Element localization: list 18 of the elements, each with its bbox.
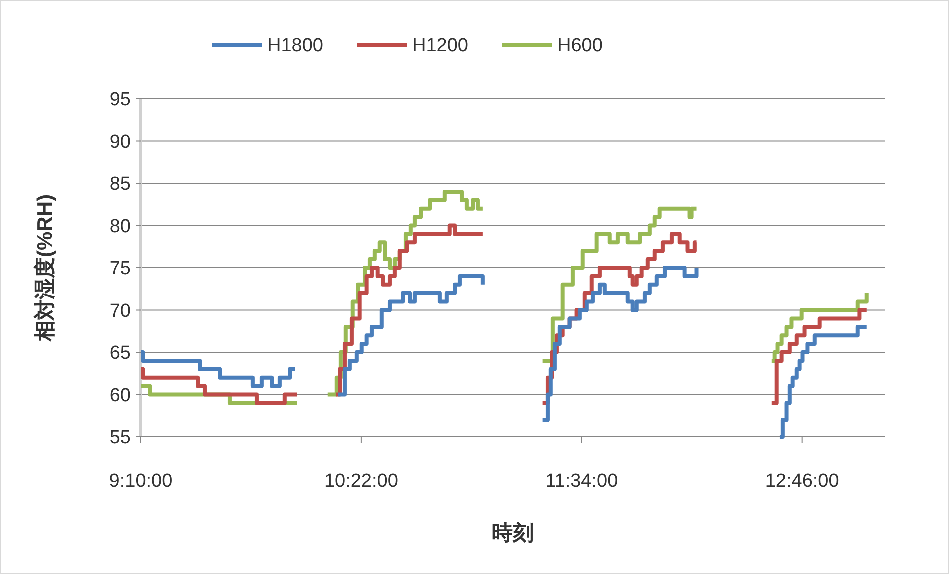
y-tick-label: 90 — [110, 132, 131, 153]
y-axis-title: 相対湿度(%RH) — [33, 194, 57, 342]
y-tick-label: 80 — [110, 216, 131, 238]
y-tick-label: 70 — [110, 300, 131, 322]
y-tick-label: 65 — [110, 343, 131, 364]
x-tick-label: 9:10:00 — [109, 471, 173, 492]
y-tick-label: 95 — [110, 90, 131, 111]
x-tick-label: 11:34:00 — [546, 471, 618, 492]
y-tick-label: 75 — [110, 258, 131, 280]
legend-label: H600 — [558, 36, 603, 57]
y-tick-label: 55 — [110, 428, 131, 449]
y-tick-label: 60 — [110, 385, 131, 406]
x-tick-label: 10:22:00 — [324, 471, 398, 492]
x-tick-label: 12:46:00 — [765, 471, 840, 492]
legend-label: H1200 — [412, 36, 468, 57]
x-axis-title: 時刻 — [492, 521, 534, 545]
legend-label: H1800 — [268, 36, 324, 57]
y-tick-label: 85 — [110, 174, 131, 196]
